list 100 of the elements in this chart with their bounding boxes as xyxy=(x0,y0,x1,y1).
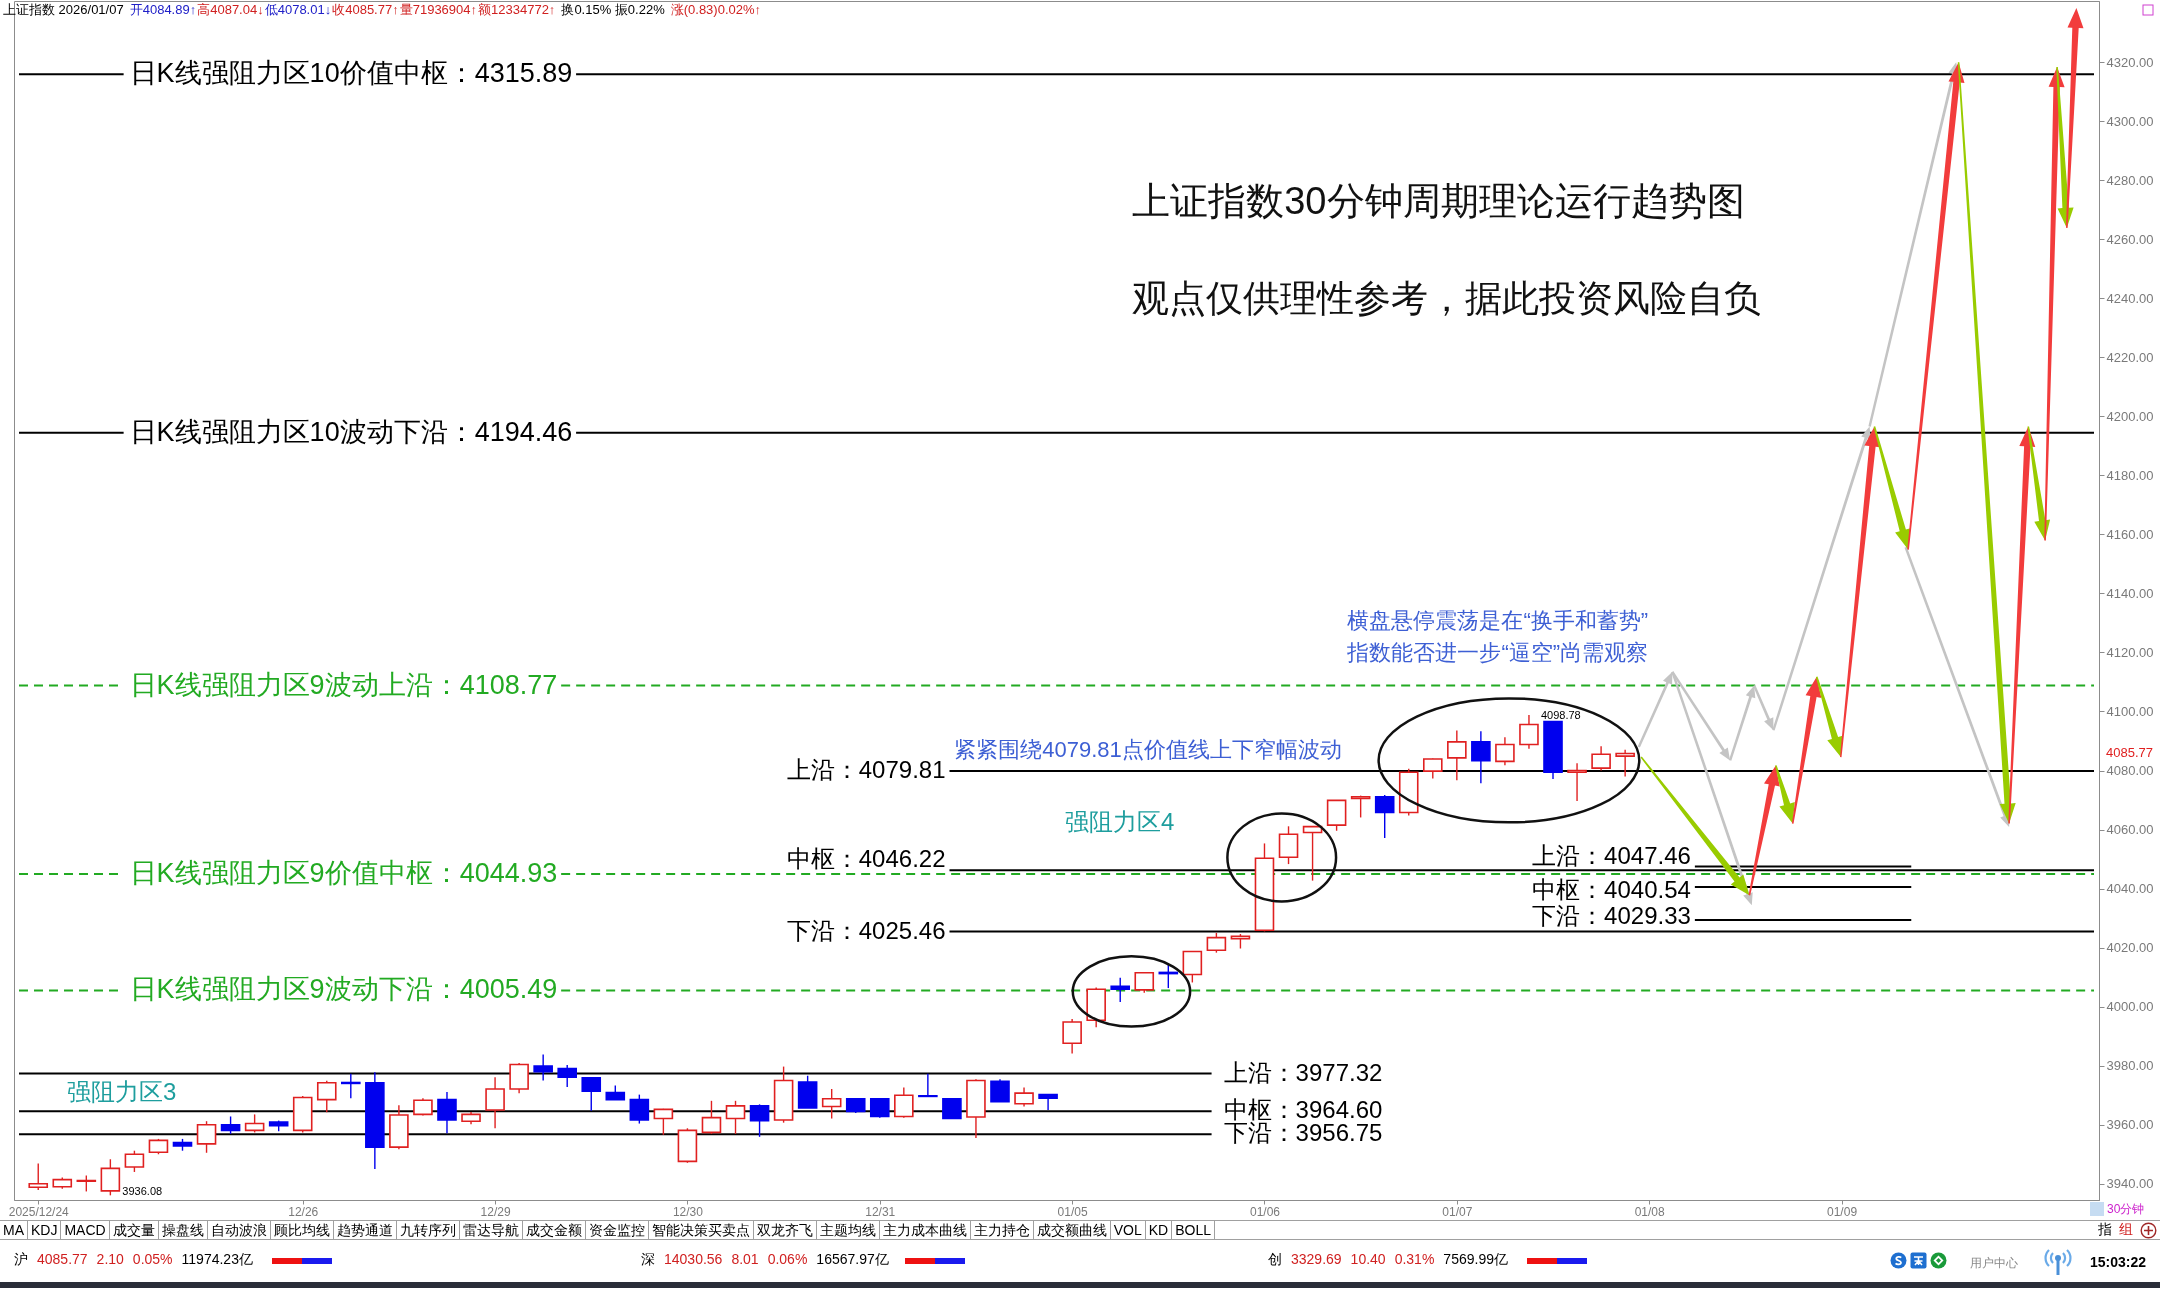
candlestick xyxy=(28,1162,49,1191)
candlestick xyxy=(124,1150,145,1173)
text: KD xyxy=(1145,1221,1173,1239)
x-tick-label: 12/31 xyxy=(865,1204,896,1219)
ref-line-label: 日K线强阻力区10波动下沿：4194.46 xyxy=(129,416,573,447)
candlestick xyxy=(1422,757,1443,780)
x-tick-label: 01/05 xyxy=(1057,1204,1088,1219)
candlestick xyxy=(1014,1086,1034,1108)
text: BOLL xyxy=(1172,1221,1215,1239)
y-tick-label: 4100.00 xyxy=(2106,703,2154,719)
candlestick xyxy=(629,1093,650,1125)
y-tick-label: 4320.00 xyxy=(2106,54,2154,70)
y-tick-label: 3940.00 xyxy=(2106,1176,2154,1192)
annotation: 高4087.04↓ xyxy=(197,2,264,17)
candlestick xyxy=(100,1158,121,1197)
text: MACD xyxy=(61,1221,110,1239)
annotation: 额12334772↑ xyxy=(478,2,556,17)
y-tick-label: 4220.00 xyxy=(2106,349,2154,365)
text: 主力成本曲线 xyxy=(879,1221,971,1239)
candlestick xyxy=(1278,825,1299,865)
annotation: 横盘悬停震荡是在“换手和蓄势” xyxy=(1347,608,1649,633)
ref-line-label: 中枢：4046.22 xyxy=(786,845,946,873)
candlestick xyxy=(821,1088,842,1120)
candlestick xyxy=(581,1077,602,1112)
candlestick xyxy=(942,1097,962,1120)
annotation: 收4085.77↑ xyxy=(332,2,399,17)
candlestick xyxy=(990,1078,1010,1103)
text: 趋势通道 xyxy=(333,1221,397,1239)
x-tick-label: 12/30 xyxy=(672,1204,704,1219)
ref-line-label: 日K线强阻力区9波动上沿：4108.77 xyxy=(129,669,558,700)
ref-line-label: 日K线强阻力区9波动下沿：4005.49 xyxy=(129,974,558,1005)
annotation: 量71936904↑ xyxy=(399,2,478,17)
y-tick-label: 4180.00 xyxy=(2106,467,2154,483)
y-tick-label: 4060.00 xyxy=(2106,822,2154,838)
candlestick xyxy=(316,1080,337,1114)
annotation: 换0.15% 振0.22% xyxy=(561,2,665,17)
text: 观点仅供理性参考，据此投资风险自负 xyxy=(1132,278,1762,319)
candlestick xyxy=(1495,736,1515,766)
annotation: 开4084.89↑ xyxy=(129,2,197,17)
text: 组 xyxy=(2119,1221,2133,1237)
ref-line-label: 上沿：4079.81 xyxy=(786,756,946,784)
annotation: 上证指数 2026/01/07 xyxy=(3,2,124,17)
x-tick-label: 01/06 xyxy=(1249,1204,1281,1219)
text: 操盘线 xyxy=(158,1221,208,1239)
candlestick xyxy=(1110,977,1131,1003)
candlestick xyxy=(701,1100,722,1135)
candlestick xyxy=(533,1053,553,1082)
text: 双龙齐飞 xyxy=(753,1221,817,1239)
x-tick-label: 01/08 xyxy=(1634,1204,1666,1219)
y-tick-label: 4080.00 xyxy=(2106,763,2154,779)
text: 指 xyxy=(2098,1221,2112,1237)
candlestick xyxy=(653,1108,674,1136)
candlestick xyxy=(1567,762,1587,802)
text: 雷达导航 xyxy=(459,1221,523,1239)
candlestick xyxy=(1471,730,1491,784)
ref-line-label: 下沿：4029.33 xyxy=(1532,902,1691,930)
annotation: 指数能否进一步“逼空”尚需观察 xyxy=(1346,640,1649,665)
candlestick xyxy=(196,1120,217,1154)
ref-line-label: 上沿：3977.32 xyxy=(1223,1058,1383,1086)
y-tick-label: 4280.00 xyxy=(2106,172,2154,188)
candlestick xyxy=(244,1113,265,1134)
candlestick xyxy=(869,1097,890,1119)
y-tick-label: 4120.00 xyxy=(2106,644,2154,660)
annotation: 涨(0.83)0.02%↑ xyxy=(670,2,762,17)
y-tick-label: 4240.00 xyxy=(2106,290,2154,306)
text: 上证指数30分钟周期理论运行趋势图 xyxy=(1132,180,1745,222)
text: 成交金额 xyxy=(522,1221,586,1239)
candlestick xyxy=(1134,971,1155,994)
candlestick xyxy=(894,1086,914,1119)
text: 九转序列 xyxy=(396,1221,460,1239)
candlestick xyxy=(485,1076,505,1129)
candlestick xyxy=(1038,1093,1058,1111)
candlestick xyxy=(1374,794,1395,839)
x-tick-label: 12/26 xyxy=(288,1204,319,1219)
text: 自动波浪 xyxy=(207,1221,271,1239)
candlestick xyxy=(918,1072,938,1098)
annotation: 4098.78 xyxy=(1540,709,1581,722)
text: KDJ xyxy=(28,1221,62,1239)
ref-line-label: 中枢：4040.54 xyxy=(1532,876,1691,903)
candlestick xyxy=(749,1103,770,1138)
y-tick-label: 4140.00 xyxy=(2106,585,2154,601)
candlestick xyxy=(1519,714,1539,750)
text: 资金监控 xyxy=(585,1221,649,1239)
y-tick-label: 4020.00 xyxy=(2106,940,2154,956)
text: 用户中心 xyxy=(1970,1255,2018,1271)
y-tick-label: 3960.00 xyxy=(2106,1117,2154,1133)
candlestick xyxy=(1206,932,1227,954)
y-tick-label: 4160.00 xyxy=(2106,526,2154,542)
text: 智能决策买卖点 xyxy=(648,1221,754,1239)
text: 深 14030.56 8.01 0.06% 16567.97亿 xyxy=(641,1251,889,1267)
y-tick-label: 4200.00 xyxy=(2106,408,2154,424)
y-tick-label: 4300.00 xyxy=(2106,113,2154,129)
text: VOL xyxy=(1110,1221,1146,1239)
candlestick xyxy=(437,1091,457,1134)
text: 30分钟 xyxy=(2107,1201,2145,1217)
annotation: 强阻力区4 xyxy=(1064,808,1175,835)
text: 创 3329.69 10.40 0.31% 7569.99亿 xyxy=(1268,1251,1508,1267)
x-tick-label: 12/29 xyxy=(480,1204,511,1219)
annotation: 紧紧围绕4079.81点价值线上下窄幅波动 xyxy=(954,737,1342,762)
ref-line-label: 日K线强阻力区9价值中枢：4044.93 xyxy=(129,858,558,889)
